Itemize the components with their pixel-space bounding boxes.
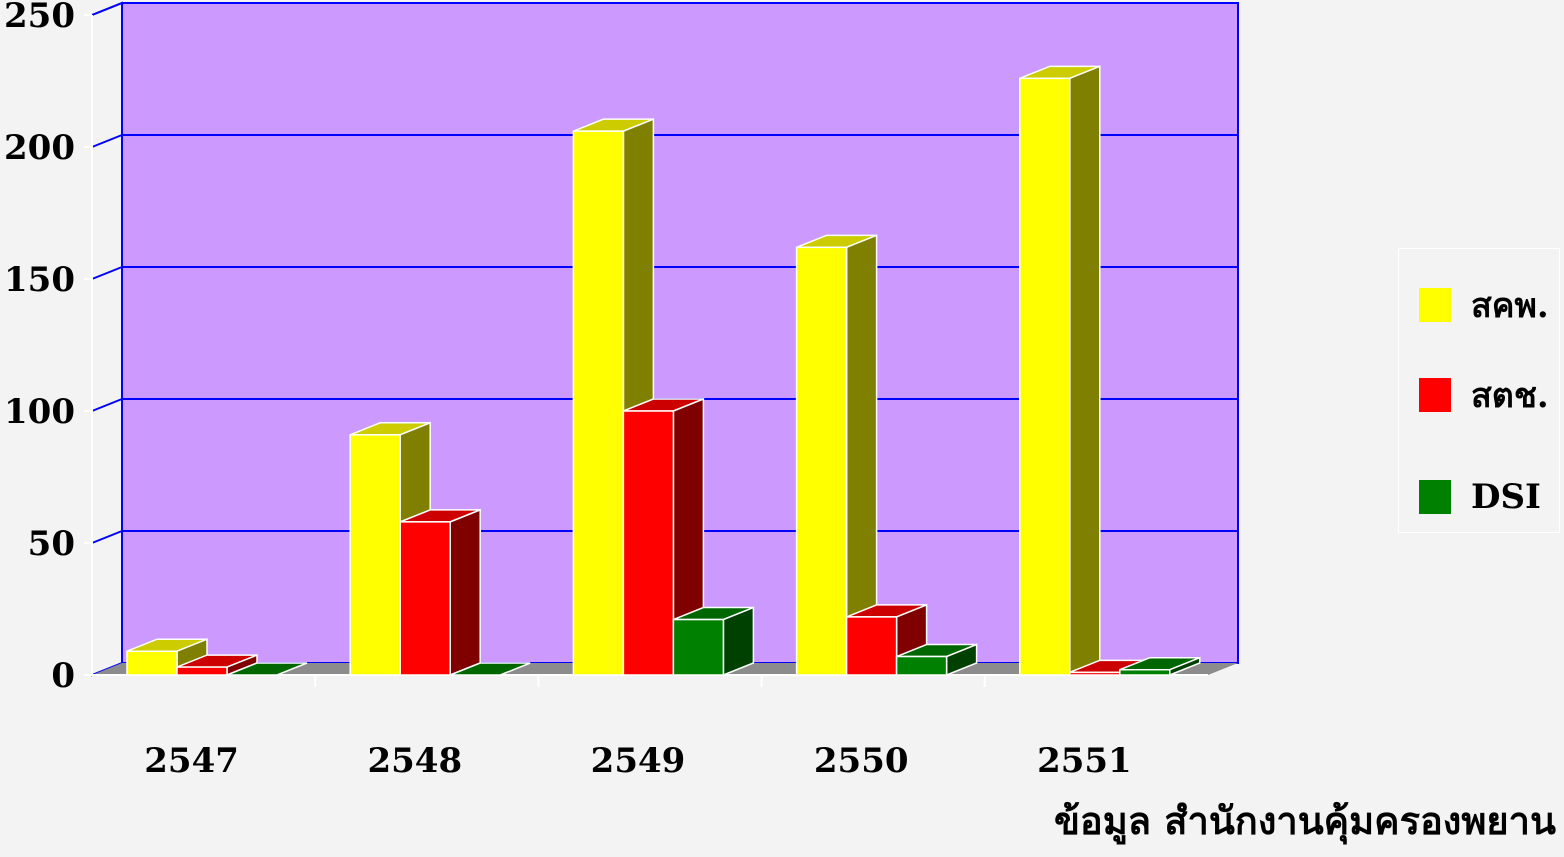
- bar-front-face: [399, 521, 451, 676]
- legend-item-series-3: DSI: [1419, 477, 1541, 517]
- bar-side-face: [722, 606, 755, 677]
- chart-axis-labels: 0 50 100 150 200 250 2547 2548 2549 2550 2551: [4, 0, 1132, 781]
- gridline-side: [91, 398, 123, 412]
- bar-front-face: [126, 650, 178, 676]
- bar-3-2549: [672, 606, 755, 677]
- source-note: ข้อมูล สำนักงานคุ้มครองพยาน: [1053, 798, 1556, 843]
- x-tick-label: 2549: [591, 741, 686, 781]
- legend-item-series-1: สคพ.: [1419, 285, 1549, 326]
- bar-2-2548: [399, 508, 481, 677]
- legend-label-series-1: สคพ.: [1471, 286, 1549, 326]
- bar-front-face: [895, 655, 948, 676]
- bar-2-2549: [622, 397, 705, 677]
- bar-3-2548: [449, 662, 531, 676]
- bar-side-face: [449, 508, 481, 677]
- bar-1-2550: [795, 234, 878, 677]
- gridline-side: [91, 530, 123, 544]
- bar-front-face: [795, 246, 848, 676]
- gridline-side: [91, 2, 123, 16]
- bar-front-face: [572, 130, 625, 676]
- gridline-side: [91, 134, 123, 148]
- x-tick-label: 2550: [814, 741, 909, 781]
- chart-bars: [126, 65, 1201, 677]
- legend-swatch-series-1: [1419, 288, 1451, 322]
- bar-side-face: [1069, 65, 1101, 677]
- y-tick-label: 150: [4, 260, 75, 300]
- legend-label-series-2: สตช.: [1471, 376, 1549, 416]
- y-tick-label: 100: [4, 392, 75, 432]
- y-tick-label: 200: [4, 128, 75, 168]
- legend-label-series-3: DSI: [1471, 477, 1541, 517]
- y-tick-label: 250: [4, 0, 75, 36]
- legend-swatch-series-2: [1419, 378, 1451, 412]
- legend-item-series-2: สตช.: [1419, 375, 1549, 416]
- bar-3-2551: [1119, 656, 1201, 677]
- bar-3-2547: [226, 662, 308, 676]
- bar-3-2550: [895, 643, 978, 677]
- bar-front-face: [349, 434, 401, 676]
- bar-top-face: [449, 662, 531, 676]
- y-tick-label: 50: [28, 524, 75, 564]
- plot-left-wall: [91, 1, 123, 677]
- legend: สคพ. สตช. DSI: [1398, 248, 1560, 533]
- bar-front-face: [622, 410, 675, 676]
- bar-front-face: [672, 618, 725, 676]
- y-tick-label: 0: [51, 656, 75, 696]
- bar-top-face: [226, 662, 308, 676]
- bar-front-face: [845, 616, 898, 676]
- bar-1-2551: [1019, 65, 1101, 677]
- bar-front-face: [1119, 668, 1171, 676]
- gridline-side: [91, 266, 123, 280]
- x-tick-label: 2548: [367, 741, 462, 781]
- legend-swatch-series-3: [1419, 480, 1451, 514]
- x-tick-label: 2551: [1037, 741, 1132, 781]
- bar-front-face: [176, 666, 228, 676]
- bar-front-face: [1019, 77, 1071, 676]
- x-tick-label: 2547: [144, 741, 239, 781]
- bar-front-face: [1069, 671, 1121, 676]
